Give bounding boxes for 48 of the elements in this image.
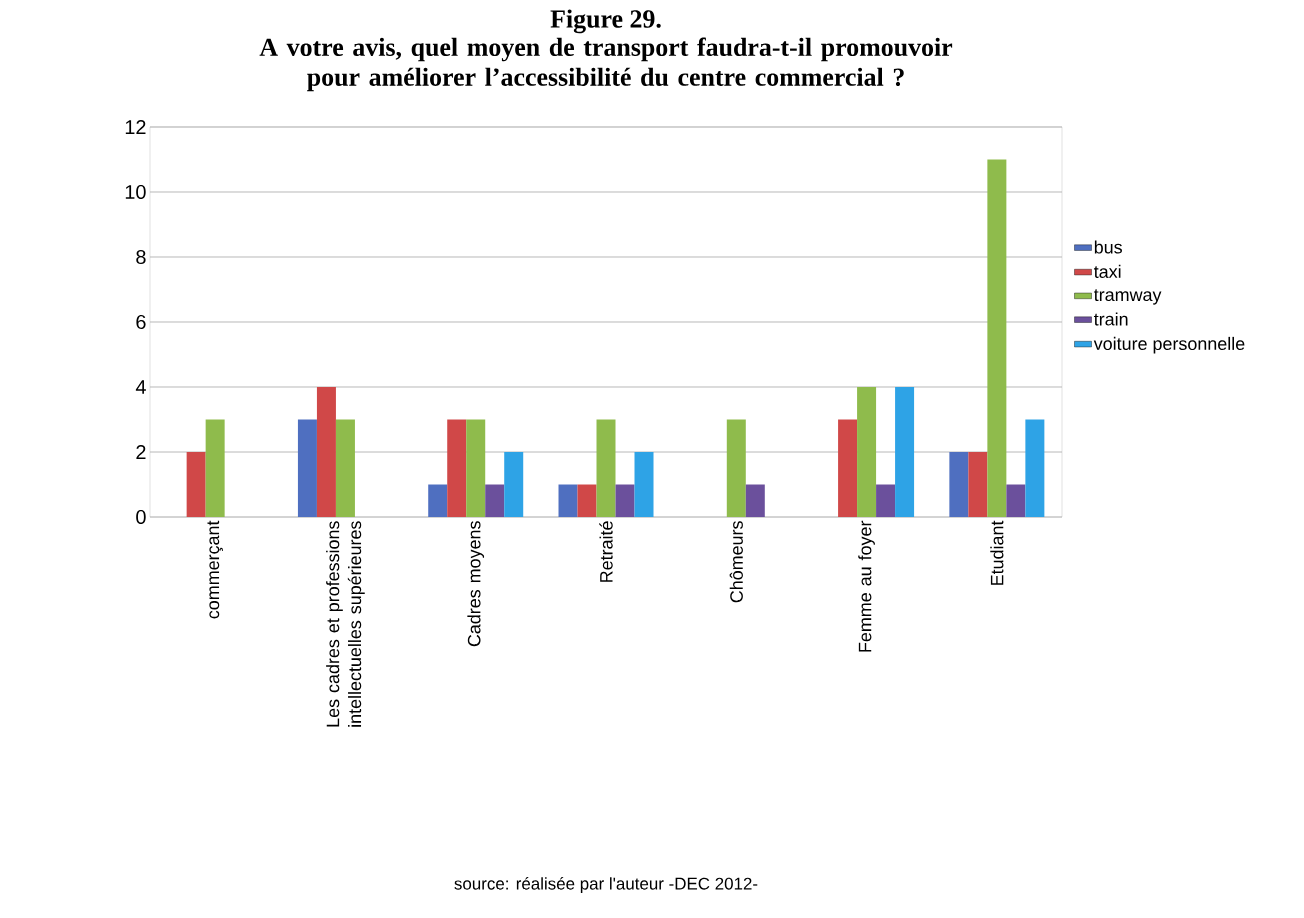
- bar: [504, 452, 524, 517]
- y-tick-label: 10: [125, 184, 146, 200]
- bar: [857, 387, 877, 517]
- bar: [949, 452, 969, 517]
- bar: [1025, 419, 1045, 517]
- y-tick-label: 0: [136, 509, 146, 525]
- y-tick-label: 2: [136, 445, 146, 459]
- bar: [466, 419, 486, 517]
- bar: [987, 159, 1007, 517]
- bar: [335, 419, 355, 517]
- y-tick-label: 8: [136, 249, 146, 265]
- bar: [745, 484, 765, 517]
- bar: [596, 419, 616, 517]
- bar: [838, 419, 858, 517]
- bar: [968, 452, 988, 517]
- x-tick-label: Retraité: [599, 521, 613, 582]
- y-tick-label: 12: [125, 120, 146, 134]
- bar: [1006, 484, 1026, 517]
- bar: [895, 387, 915, 517]
- bar: [634, 452, 654, 517]
- bar: [615, 484, 635, 517]
- y-tick-label: 4: [135, 380, 146, 394]
- y-tick-label: 6: [136, 314, 146, 330]
- x-tick-label: commerçant: [207, 520, 223, 619]
- chart-subtitle: A votre avis, quel moyen de transport faudra-t-il promouvoir pour améliorer l’accessibilité du centre commercial ?: [259, 37, 953, 92]
- legend-label: voiture personnelle: [1093, 336, 1245, 354]
- bar: [205, 419, 225, 517]
- x-tick-label: Etudiant: [990, 520, 1004, 585]
- bar: [558, 484, 578, 517]
- bar: [485, 484, 505, 517]
- bar: [726, 419, 746, 517]
- legend-label: train: [1093, 312, 1128, 326]
- bar: [297, 419, 317, 517]
- bar: [447, 419, 467, 517]
- x-tick-label: Les cadres et professions intellectuelles supérieures: [326, 521, 365, 727]
- legend-label: tramway: [1093, 289, 1162, 305]
- x-tick-label: Cadres moyens: [467, 521, 485, 647]
- x-tick-label: Chômeurs: [729, 521, 743, 603]
- legend-label: bus: [1094, 240, 1122, 254]
- legend-label: taxi: [1093, 264, 1121, 279]
- bar: [428, 484, 448, 517]
- bar: [876, 484, 896, 517]
- bar: [186, 452, 206, 517]
- bar: [316, 387, 336, 517]
- chart-title: Figure 29.: [550, 9, 661, 34]
- source-note: source: réalisée par l'auteur -DEC 2012-: [454, 877, 758, 893]
- bar: [577, 484, 597, 517]
- x-tick-label: Femme au foyer: [858, 520, 875, 652]
